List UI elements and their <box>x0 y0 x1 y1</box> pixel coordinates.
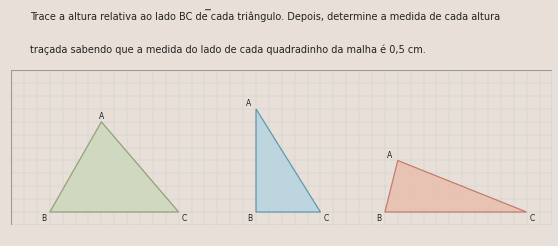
Text: B: B <box>376 214 381 223</box>
Text: A: A <box>99 111 104 121</box>
Text: C: C <box>530 214 535 223</box>
Text: A: A <box>387 151 393 160</box>
Text: traçada sabendo que a medida do lado de cada quadradinho da malha é 0,5 cm.: traçada sabendo que a medida do lado de … <box>30 44 426 55</box>
Polygon shape <box>385 160 527 212</box>
Polygon shape <box>50 122 179 212</box>
Text: C: C <box>324 214 329 223</box>
Polygon shape <box>256 109 320 212</box>
Text: Trace a altura relativa ao lado BC de cada triângulo. Depois, determine a medida: Trace a altura relativa ao lado BC de ca… <box>30 12 501 22</box>
Text: C: C <box>182 214 187 223</box>
Text: B: B <box>41 214 46 223</box>
Text: A: A <box>246 99 251 108</box>
Text: B: B <box>247 214 252 223</box>
